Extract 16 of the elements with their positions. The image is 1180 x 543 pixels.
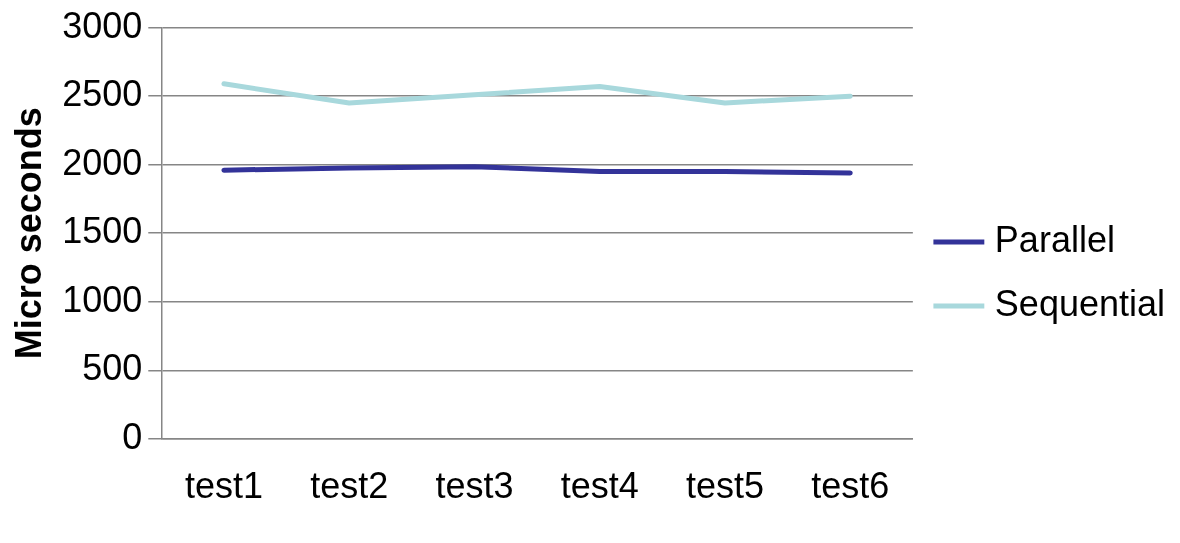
x-tick-label: test2	[310, 465, 389, 507]
x-tick-label: test3	[435, 465, 514, 507]
x-tick-label: test5	[685, 465, 764, 507]
y-tick-label: 1000	[62, 278, 143, 320]
y-tick-label: 2500	[62, 73, 143, 115]
y-axis-title: Micro seconds	[7, 107, 49, 360]
x-tick-label: test6	[811, 465, 890, 507]
legend-label: Sequential	[994, 282, 1165, 324]
y-tick-label: 0	[122, 415, 143, 457]
legend-label: Parallel	[994, 218, 1115, 260]
y-tick-label: 2000	[62, 141, 143, 183]
x-tick-label: test4	[560, 465, 639, 507]
y-tick-label: 500	[82, 347, 143, 389]
y-tick-label: 1500	[62, 210, 143, 252]
x-tick-label: test1	[184, 465, 263, 507]
y-tick-label: 3000	[62, 4, 143, 46]
